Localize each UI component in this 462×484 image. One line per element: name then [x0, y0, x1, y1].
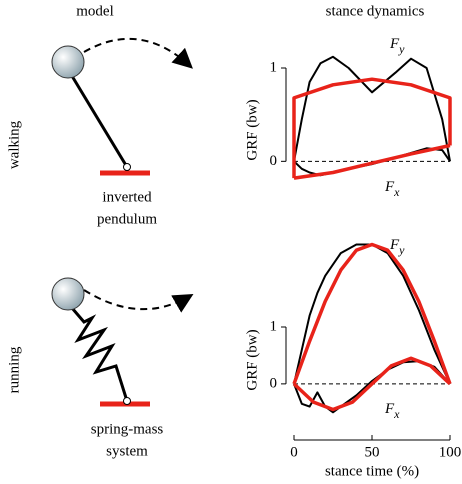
x-tick-label: 100	[439, 444, 462, 460]
y-tick-label: 0	[270, 153, 278, 169]
annotation-main: F	[384, 179, 395, 195]
y-tick-label: 1	[270, 59, 278, 75]
y-axis-label: GRF (bw)	[244, 99, 260, 160]
row-label: walking	[6, 120, 22, 169]
y-tick-label: 1	[270, 318, 278, 334]
x-axis-label: stance time (%)	[325, 463, 419, 479]
annotation-sub: y	[398, 42, 405, 56]
annotation-sub: x	[393, 185, 400, 199]
series-line	[293, 143, 451, 180]
caption: system	[106, 443, 148, 459]
column-header: model	[76, 3, 114, 19]
row-label: running	[6, 346, 22, 393]
pendulum-model	[51, 37, 193, 176]
annotation: Fx	[384, 401, 400, 420]
y-axis-label: GRF (bw)	[244, 329, 260, 390]
caption: pendulum	[97, 211, 157, 227]
annotation-sub: y	[398, 243, 405, 257]
caption: spring-mass	[91, 421, 164, 437]
y-tick-label: 0	[270, 375, 278, 391]
annotation: Fy	[389, 36, 405, 55]
annotation: Fy	[389, 237, 405, 256]
series-line	[292, 77, 452, 179]
caption: inverted	[102, 189, 152, 205]
annotation-main: F	[384, 401, 395, 417]
annotation: Fx	[384, 179, 400, 198]
series-line	[292, 356, 452, 412]
series-line	[293, 243, 451, 385]
series-line	[292, 242, 452, 385]
x-tick-label: 50	[365, 444, 380, 460]
spring-mass-model	[51, 277, 194, 407]
annotation-main: F	[389, 36, 400, 52]
x-tick-label: 0	[290, 444, 298, 460]
annotation-sub: x	[393, 407, 400, 421]
series-line	[293, 55, 451, 162]
column-header: stance dynamics	[326, 3, 425, 19]
annotation-main: F	[389, 237, 400, 253]
